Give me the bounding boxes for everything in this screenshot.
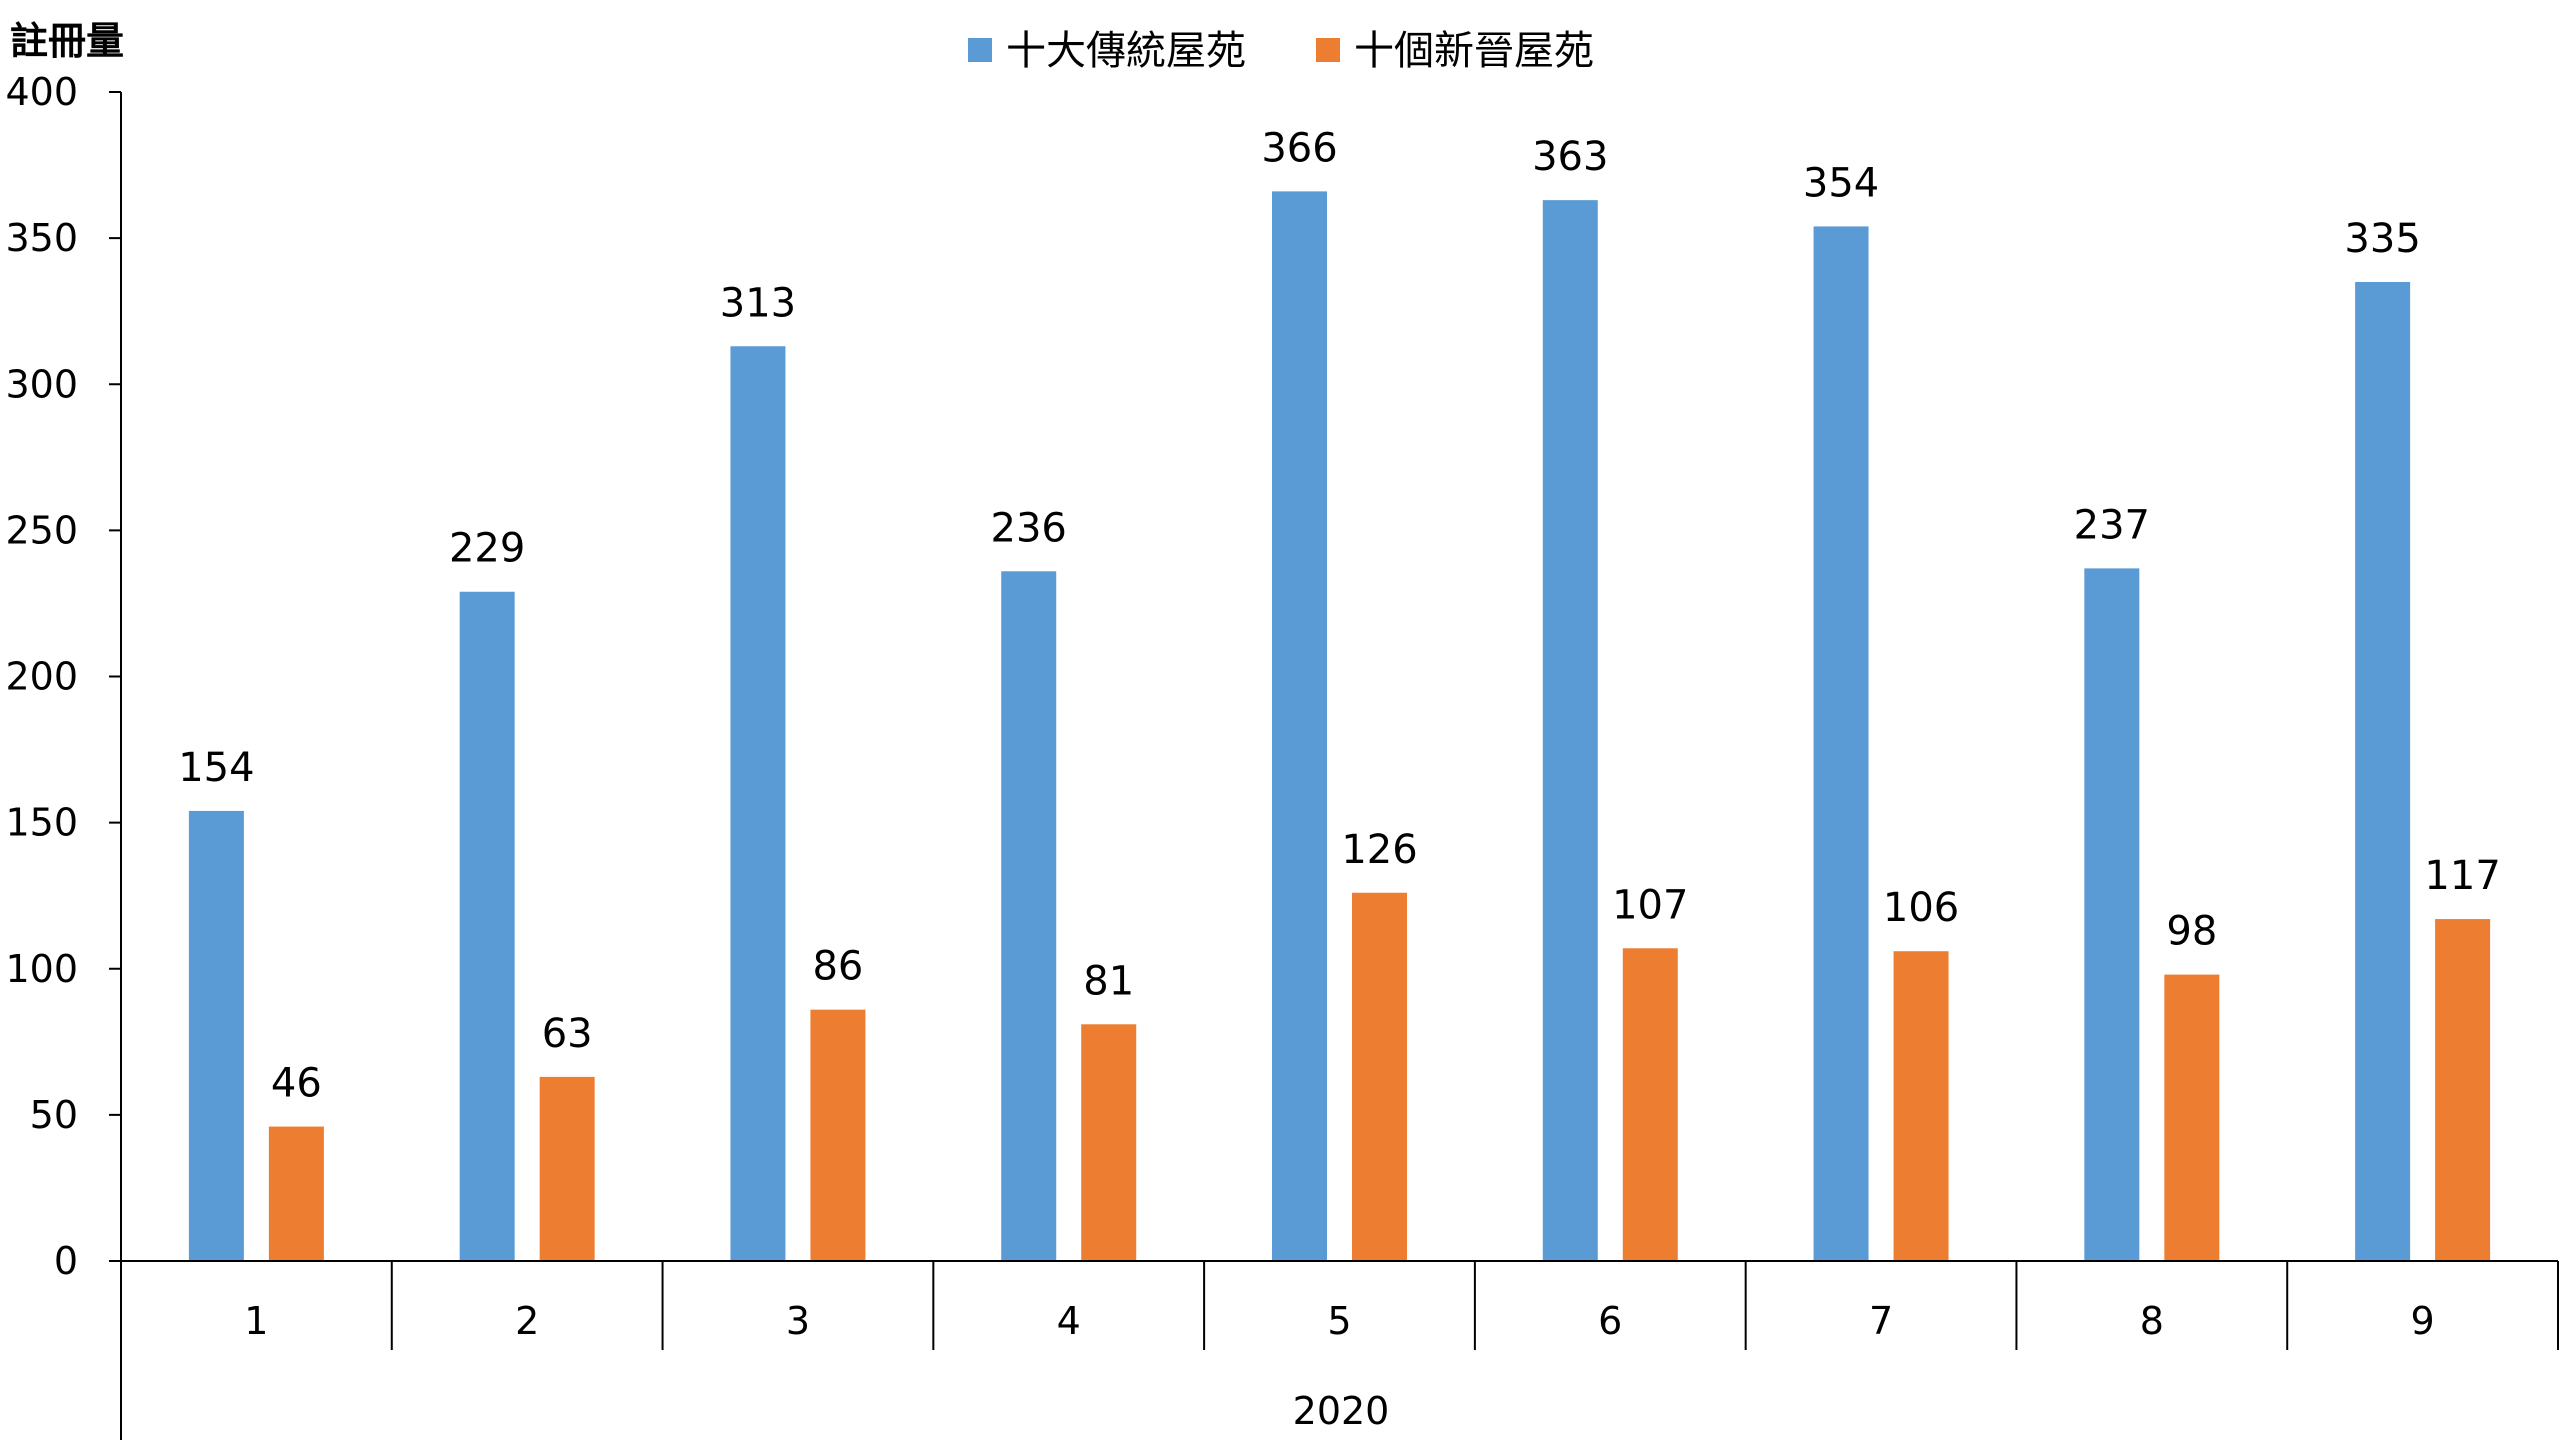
bar	[810, 1009, 866, 1261]
bar	[2435, 919, 2491, 1261]
x-tick-label: 2	[515, 1299, 539, 1343]
data-label: 313	[720, 280, 796, 326]
y-tick-label: 250	[5, 508, 78, 552]
data-label: 237	[2074, 502, 2150, 548]
data-label: 236	[991, 505, 1067, 551]
y-tick-label: 200	[5, 655, 78, 699]
bar	[268, 1126, 324, 1261]
x-tick-label: 8	[2140, 1299, 2164, 1343]
data-label: 229	[449, 526, 525, 572]
x-tick-label: 5	[1327, 1299, 1351, 1343]
legend-label: 十個新晉屋苑	[1354, 28, 1594, 74]
y-axis-title: 註冊量	[10, 19, 124, 63]
data-label: 46	[271, 1061, 322, 1107]
x-axis: 1 2 3 4 5 6 7 8 9	[121, 1260, 2559, 1350]
bar	[2164, 974, 2220, 1261]
bar	[2084, 568, 2140, 1261]
x-tick-label: 1	[244, 1299, 268, 1343]
y-tick-label: 400	[5, 70, 78, 114]
bar	[2355, 281, 2411, 1261]
data-label: 106	[1883, 885, 1959, 931]
y-tick-label: 150	[5, 801, 78, 845]
data-label: 98	[2166, 909, 2217, 955]
y-axis: 0 50 100 150 200 250 300 350 400	[5, 70, 122, 1440]
bar	[1893, 951, 1949, 1261]
bar	[1272, 191, 1327, 1262]
bar	[730, 346, 786, 1261]
data-label: 154	[178, 745, 254, 791]
data-label: 126	[1341, 827, 1417, 873]
bar	[1622, 948, 1678, 1261]
data-label: 363	[1532, 134, 1608, 180]
y-tick-label: 350	[5, 216, 78, 260]
bar	[1081, 1024, 1137, 1261]
bar	[539, 1076, 595, 1261]
data-label: 86	[812, 944, 863, 990]
x-tick-label: 7	[1869, 1299, 1893, 1343]
bar	[1813, 226, 1869, 1261]
bar	[1542, 200, 1598, 1261]
y-tick-label: 100	[5, 947, 78, 991]
y-tick-label: 300	[5, 362, 78, 406]
x-axis-title: 2020	[1293, 1389, 1390, 1433]
y-tick-label: 50	[30, 1093, 78, 1137]
legend-label: 十大傳統屋苑	[1006, 28, 1246, 74]
data-label: 354	[1803, 160, 1879, 206]
data-label: 335	[2344, 216, 2420, 262]
data-label: 81	[1083, 958, 1134, 1004]
bar	[459, 591, 515, 1261]
x-tick-label: 6	[1598, 1299, 1622, 1343]
x-tick-label: 3	[786, 1299, 810, 1343]
bars	[188, 191, 2491, 1262]
bar	[1001, 571, 1057, 1261]
y-tick-label: 0	[54, 1239, 78, 1283]
x-tick-label: 9	[2411, 1299, 2435, 1343]
data-label: 107	[1612, 882, 1688, 928]
legend-swatch	[968, 38, 992, 62]
legend: 十大傳統屋苑 十個新晉屋苑	[968, 28, 1594, 74]
data-labels: 154 46 229 63 313 86 236 81 366 126 363 107 354 106 23…	[178, 125, 2501, 1106]
legend-swatch	[1316, 38, 1340, 62]
data-label: 63	[542, 1011, 593, 1057]
data-label: 117	[2424, 853, 2500, 899]
bar	[1352, 892, 1407, 1261]
bar	[188, 810, 244, 1261]
x-tick-label: 4	[1057, 1299, 1081, 1343]
data-label: 366	[1261, 125, 1337, 171]
